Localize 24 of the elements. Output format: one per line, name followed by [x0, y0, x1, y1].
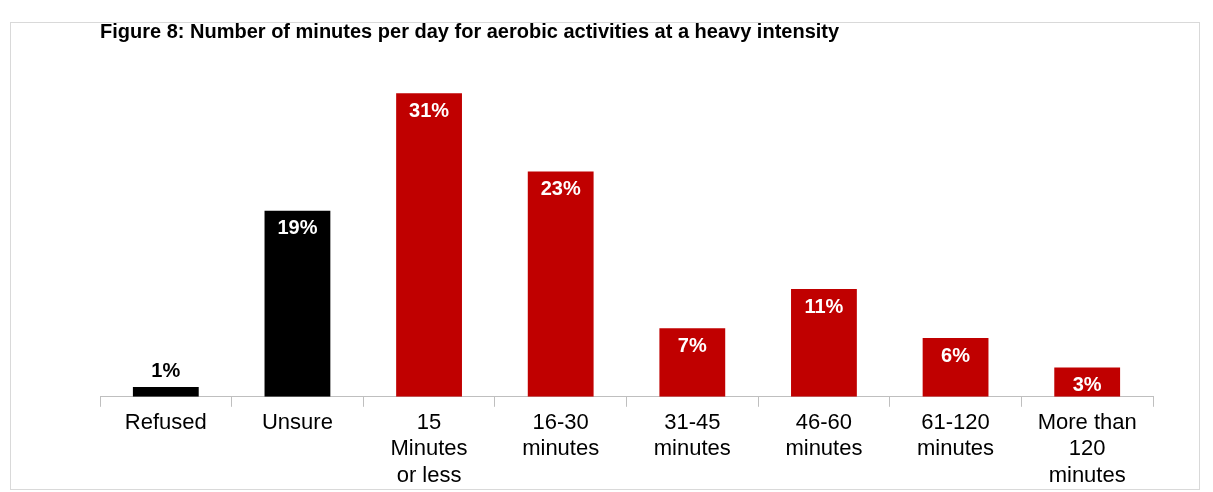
data-label: 7% [677, 333, 707, 356]
data-label: 23% [540, 177, 581, 200]
x-tick-label: 16-30 minutes [522, 409, 600, 461]
x-tick-label: Refused [124, 409, 207, 435]
bar [396, 93, 462, 397]
bar [264, 210, 331, 397]
data-label: 3% [1072, 372, 1102, 395]
x-tick-label: 46-60 minutes [785, 409, 863, 461]
x-tick-label: Unsure [261, 409, 333, 435]
x-tick-label: 61-120 minutes [917, 409, 995, 461]
data-label: 1% [151, 358, 181, 381]
bar [659, 328, 726, 397]
x-tick-label: 31-45 minutes [653, 409, 731, 461]
bar [527, 171, 594, 397]
bar [791, 289, 857, 397]
data-label: 11% [804, 294, 844, 317]
x-tick-label: More than 120 minutes [1037, 409, 1137, 487]
bar [922, 338, 989, 397]
x-tick-label: 15 Minutes or less [390, 409, 468, 487]
data-label: 31% [409, 98, 450, 121]
data-label: 19% [277, 216, 318, 239]
bar [132, 387, 199, 397]
chart-title: Figure 8: Number of minutes per day for aerobic activities at a heavy intensity [100, 19, 840, 42]
data-label: 6% [941, 343, 971, 366]
